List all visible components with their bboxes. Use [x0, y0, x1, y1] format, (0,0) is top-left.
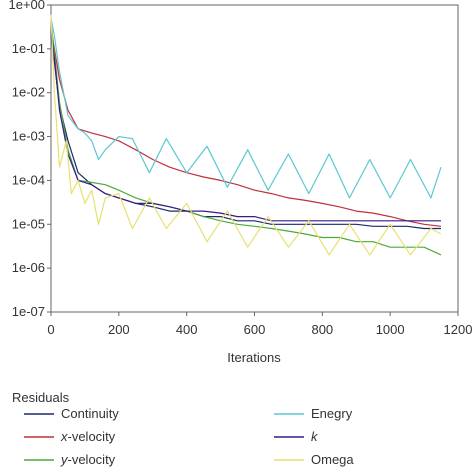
series-line-k	[50, 31, 441, 222]
legend: Residuals Continuity x-velocity y-velocity…	[12, 390, 354, 467]
legend-label: y-velocity	[60, 452, 116, 467]
legend-label: k	[311, 429, 319, 444]
x-tick-label: 200	[108, 322, 130, 337]
x-tick-label: 800	[311, 322, 333, 337]
legend-label: Enegry	[311, 406, 353, 421]
legend-entries: Continuity x-velocity y-velocity Enegry k Ome…	[24, 406, 354, 467]
x-axis-label: Iterations	[227, 350, 281, 365]
series-layer	[50, 14, 442, 256]
y-tick-label: 1e-07	[12, 304, 45, 319]
legend-label: Continuity	[61, 406, 119, 421]
y-tick-label: 1e-03	[12, 129, 45, 144]
y-tick-label: 1e-04	[12, 172, 45, 187]
plot-frame	[50, 4, 459, 313]
x-tick-label: 400	[176, 322, 198, 337]
y-tick-label: 1e-01	[12, 41, 45, 56]
x-tick-label: 1200	[444, 322, 473, 337]
plot-area	[50, 4, 459, 313]
y-tick-label: 1e-05	[12, 216, 45, 231]
legend-label: Omega	[311, 452, 354, 467]
series-line-x-velocity	[50, 27, 442, 227]
y-tick-label: 1e+00	[8, 0, 45, 12]
series-line-enegry	[50, 18, 442, 199]
series-line-continuity	[50, 35, 441, 230]
x-tick-label: 1000	[376, 322, 405, 337]
legend-title: Residuals	[12, 390, 70, 405]
legend-label: x-velocity	[60, 429, 116, 444]
series-line-y-velocity	[50, 22, 442, 256]
axes-layer: 1e+00 1e-01 1e-02 1e-03 1e-04 1e-05 1e-06 1e-07…	[8, 0, 472, 337]
y-tick-label: 1e-02	[12, 85, 45, 100]
series-line-omega	[50, 14, 442, 256]
y-tick-label: 1e-06	[12, 260, 45, 275]
x-tick-label: 600	[244, 322, 266, 337]
x-tick-label: 0	[47, 322, 54, 337]
